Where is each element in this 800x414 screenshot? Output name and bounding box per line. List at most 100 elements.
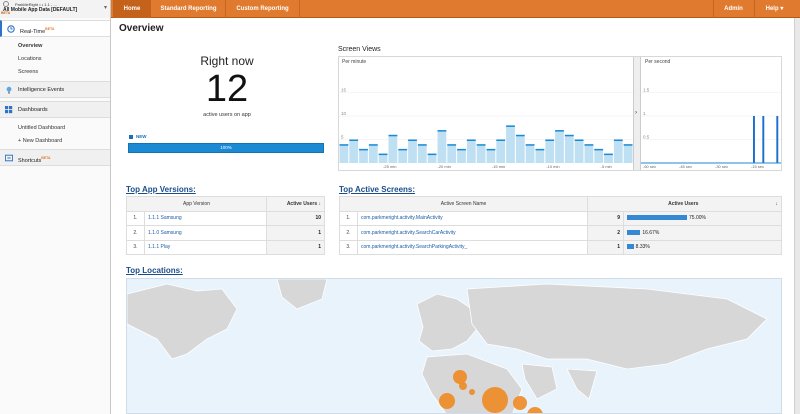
pageview-bar: [368, 144, 378, 163]
screen-name-link[interactable]: com.parkmeright.activity.SearchParkingAc…: [357, 239, 588, 255]
chevron-right-icon: ›: [635, 110, 637, 116]
location-bubble[interactable]: [482, 387, 508, 413]
row-number: 1.: [126, 210, 145, 226]
pageview-bar: [525, 144, 535, 163]
new-visitor-bar: 100%: [128, 143, 324, 153]
location-bubble[interactable]: [469, 389, 475, 395]
active-users-value: 10: [266, 210, 325, 226]
bar-cap: [496, 139, 506, 141]
land-greenland: [276, 279, 328, 310]
active-user-count: 12: [205, 68, 249, 110]
location-bubble[interactable]: [439, 393, 455, 409]
tab-admin[interactable]: Admin: [713, 0, 753, 18]
pageview-bar: [555, 130, 564, 163]
world-map[interactable]: [126, 278, 782, 414]
pageview-bar: [427, 153, 437, 163]
bar-cap: [564, 134, 574, 137]
location-bubble[interactable]: [453, 370, 467, 384]
table-row: 3. com.parkmeright.activity.SearchParking…: [339, 239, 782, 255]
land-asia: [466, 283, 768, 370]
sidebar-item-screens[interactable]: Screens: [18, 69, 39, 75]
lightbulb-icon: [6, 86, 12, 94]
sidebar-item-untitled-dashboard[interactable]: Untitled Dashboard: [18, 125, 66, 131]
active-users-header-label: Active Users: [286, 200, 318, 207]
account-view: All Mobile App Data [DEFAULT]: [3, 7, 78, 13]
bar-cap: [574, 139, 584, 141]
active-screens-title[interactable]: Top Active Screens:: [339, 185, 416, 194]
help-label: Help: [765, 6, 779, 12]
legend-swatch: [129, 134, 133, 139]
chart-divider-handle[interactable]: ›: [633, 57, 641, 170]
account-selector[interactable]: ParkMeRight • • 1.1 - … All Mobile App D…: [0, 0, 111, 18]
y-tick-label: 1: [643, 111, 646, 116]
row-number: 2.: [339, 225, 358, 241]
active-users-header-label: Active Users: [668, 200, 699, 207]
sidebar-section-dashboards[interactable]: Dashboards: [0, 101, 110, 118]
pageview-bar: [388, 134, 398, 163]
y-tick-label: 15: [341, 88, 347, 93]
active-users-header[interactable]: Active Users ↓: [587, 196, 782, 212]
pageview-bar: [486, 148, 496, 163]
sidebar-section-realtime[interactable]: Real-TimeBETA: [0, 20, 110, 37]
x-tick-label: -25 min: [383, 164, 396, 169]
table-header-row: Active Screen Name Active Users ↓: [339, 196, 782, 212]
bar-cap: [613, 139, 623, 141]
table-row: 2. 1.1.0 Samsung 1: [126, 225, 325, 241]
sidebar-section-intelligence[interactable]: Intelligence Events: [0, 81, 110, 98]
sidebar-section-shortcuts[interactable]: ShortcutsBETA: [0, 149, 110, 166]
chevron-down-icon: ▾: [780, 6, 784, 12]
bar-cap: [368, 144, 378, 146]
app-version-header: App Version: [126, 196, 267, 212]
active-user-label: active users on app: [203, 112, 251, 118]
x-tick-label: -45 sec: [679, 164, 692, 169]
location-bubble[interactable]: [513, 396, 527, 410]
bar-cap: [408, 139, 417, 141]
sidebar-item-new-dashboard[interactable]: + New Dashboard: [18, 138, 63, 144]
sidebar-item-overview[interactable]: Overview: [18, 43, 43, 49]
account-property: ParkMeRight • • 1.1 - …: [15, 2, 58, 7]
app-versions-table: App Version Active Users ↓ 1. 1.1.1 Samsu…: [126, 196, 325, 255]
screen-name-link[interactable]: com.parkmeright.activity.SearchCarActivi…: [357, 225, 588, 241]
pageview-bar: [515, 134, 525, 163]
active-users-value: 1: [266, 225, 325, 241]
y-tick-label: 5: [341, 135, 344, 140]
account-beta-badge: BETA: [1, 11, 11, 15]
pageview-bar: [378, 153, 388, 163]
app-version-link[interactable]: 1.1.0 Samsung: [144, 225, 267, 241]
top-nav-bar: ParkMeRight • • 1.1 - … All Mobile App D…: [0, 0, 800, 18]
percent-cell: 75.00%: [623, 210, 782, 226]
tab-help[interactable]: Help ▾: [754, 0, 794, 18]
pageview-bar: [417, 144, 427, 163]
location-bubble[interactable]: [459, 382, 467, 390]
page-scrollbar[interactable]: [794, 18, 800, 414]
row-number: 1.: [339, 210, 358, 226]
app-version-link[interactable]: 1.1.1 Samsung: [144, 210, 267, 226]
tab-home[interactable]: Home: [113, 0, 151, 18]
pageview-bar: [437, 130, 447, 163]
pageview-bar: [762, 116, 765, 163]
top-locations-title[interactable]: Top Locations:: [126, 266, 183, 275]
bar-cap: [594, 148, 604, 151]
tab-custom-reporting[interactable]: Custom Reporting: [236, 6, 289, 12]
location-bubble[interactable]: [527, 407, 543, 414]
page-title: Overview: [119, 23, 164, 34]
world-map-svg: [127, 279, 768, 414]
pageview-bar: [496, 139, 506, 163]
bar-cap: [506, 125, 515, 127]
percent-bar: [627, 229, 641, 235]
screen-name-link[interactable]: com.parkmeright.activity.MainActivity: [357, 210, 588, 226]
pageview-bar: [613, 139, 623, 163]
row-number: 3.: [339, 239, 358, 255]
screen-name-header: Active Screen Name: [339, 196, 588, 212]
pageview-bar: [753, 116, 755, 163]
pageview-bar: [574, 139, 584, 163]
tab-standard-reporting[interactable]: Standard Reporting: [160, 6, 217, 12]
active-users-header[interactable]: Active Users ↓: [266, 196, 325, 212]
app-version-link[interactable]: 1.1.1 Play: [144, 239, 267, 255]
sidebar-item-locations[interactable]: Locations: [18, 56, 42, 62]
bar-cap: [457, 148, 466, 151]
x-tick-label: -10 min: [546, 164, 559, 169]
table-header-row: App Version Active Users ↓: [126, 196, 325, 212]
active-users-value: 2: [587, 225, 624, 241]
app-versions-title[interactable]: Top App Versions:: [126, 185, 196, 194]
